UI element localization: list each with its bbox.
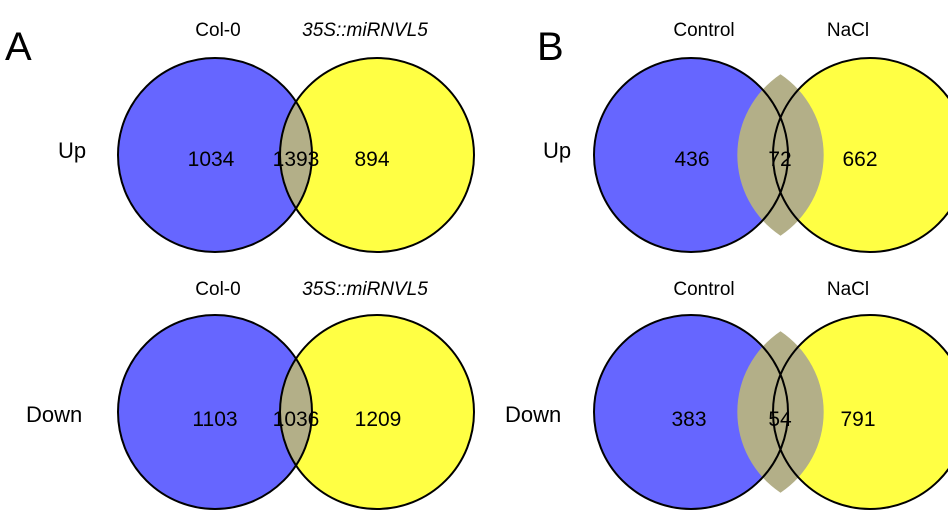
panel-b: B Control NaCl Up 436 72 662 Control NaC… xyxy=(505,20,948,510)
panel-a-up-right-count: 894 xyxy=(354,148,389,171)
panel-b-up-left-outline xyxy=(593,57,789,253)
panel-a-down-row-label: Down xyxy=(26,402,82,427)
panel-a-left-set-label: Col-0 xyxy=(195,20,240,41)
panel-b-down-right-set-label: NaCl xyxy=(827,279,869,300)
panel-a-up-left-outline xyxy=(117,57,313,253)
panel-b-right-set-label: NaCl xyxy=(827,20,869,41)
panel-a-down-right-outline xyxy=(279,314,475,510)
panel-a-down-overlap-count: 1036 xyxy=(273,408,320,431)
panel-a-down-overlap xyxy=(279,358,313,466)
panel-a-down-right-count: 1209 xyxy=(355,408,402,431)
panel-b-down-right-count: 791 xyxy=(840,408,875,431)
panel-b-down-right-circle xyxy=(773,315,948,509)
panel-b-up-right-outline xyxy=(772,57,948,253)
panel-b-down-left-circle xyxy=(594,315,788,509)
panel-a-up-row-label: Up xyxy=(58,138,86,163)
panel-b-up-row-label: Up xyxy=(543,138,571,163)
panel-b-down-left-set-label: Control xyxy=(673,279,734,300)
panel-b-down-left-count: 383 xyxy=(671,408,706,431)
panel-a-down-right-set-label: 35S::miRNVL5 xyxy=(302,279,428,300)
panel-a-right-set-label: 35S::miRNVL5 xyxy=(302,20,428,41)
panel-a-down-venn xyxy=(117,314,475,510)
panel-a-up-overlap-count: 1393 xyxy=(273,148,320,171)
panel-a-down-left-circle xyxy=(118,315,312,509)
panel-a-up-right-outline xyxy=(279,57,475,253)
panel-b-up-overlap xyxy=(737,74,824,236)
panel-b-up-left-circle xyxy=(594,58,788,252)
panel-b-down-overlap xyxy=(737,331,824,493)
panel-b-down-overlap-count: 54 xyxy=(768,408,792,431)
panel-b-up-venn xyxy=(593,57,948,253)
panel-a-up-right-circle xyxy=(280,58,474,252)
panel-b-up-right-count: 662 xyxy=(842,148,877,171)
panel-b-down-row-label: Down xyxy=(505,402,561,427)
panel-b-up-overlap-count: 72 xyxy=(768,148,791,171)
panel-a-up-venn xyxy=(117,57,475,253)
panel-b-down-left-outline xyxy=(593,314,789,510)
panel-a-up-left-circle xyxy=(118,58,312,252)
panel-a: A Col-0 35S::miRNVL5 Up 1034 1393 894 Co… xyxy=(5,20,475,510)
panel-b-left-set-label: Control xyxy=(673,20,734,41)
panel-a-up-overlap xyxy=(279,101,313,209)
panel-b-down-right-outline xyxy=(772,314,948,510)
panel-a-down-right-circle xyxy=(280,315,474,509)
panel-a-down-left-outline xyxy=(117,314,313,510)
panel-b-up-left-count: 436 xyxy=(674,148,709,171)
panel-a-up-left-count: 1034 xyxy=(188,148,235,171)
panel-a-down-left-count: 1103 xyxy=(192,408,237,431)
panel-b-down-venn xyxy=(593,314,948,510)
panel-a-down-left-set-label: Col-0 xyxy=(195,279,240,300)
panel-b-letter: B xyxy=(537,25,564,69)
panel-b-up-right-circle xyxy=(773,58,948,252)
panel-a-letter: A xyxy=(5,25,32,69)
